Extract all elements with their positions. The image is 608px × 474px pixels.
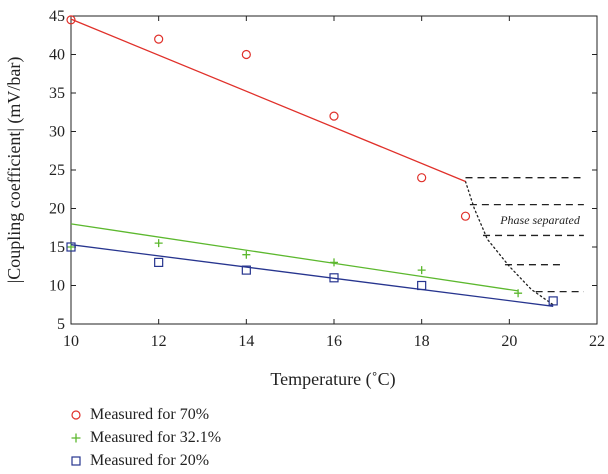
point-plus	[330, 258, 338, 267]
legend-label-32: Measured for 32.1%	[90, 428, 222, 446]
point-plus	[417, 266, 426, 275]
x-tick-label: 14	[238, 333, 254, 350]
x-tick-label: 22	[589, 333, 605, 350]
y-tick-label: 45	[49, 8, 65, 25]
point-square	[329, 273, 339, 283]
legend-label-70: Measured for 70%	[90, 405, 210, 423]
y-tick-label: 10	[49, 278, 65, 295]
point-circle	[154, 34, 164, 44]
legend-item-32: Measured for 32.1%	[68, 426, 221, 449]
phase-boundary-curve	[464, 180, 554, 306]
legend: Measured for 70% Measured for 32.1% Meas…	[68, 403, 221, 472]
point-plus	[514, 289, 523, 298]
x-tick-label: 12	[151, 333, 167, 350]
point-plus	[242, 250, 251, 259]
phase-separated-annotation: Phase separated	[499, 213, 581, 227]
point-plus	[67, 243, 75, 251]
point-square	[548, 296, 558, 306]
point-square	[66, 242, 76, 252]
circle-marker-icon	[68, 409, 84, 421]
fit-line-series-1	[70, 223, 519, 292]
fit-line-series-2	[70, 244, 554, 307]
point-square	[417, 280, 427, 291]
point-circle	[66, 15, 76, 25]
point-square	[241, 265, 251, 275]
point-plus	[154, 239, 163, 248]
y-tick-label: 25	[49, 162, 65, 179]
y-tick-label: 15	[49, 239, 65, 256]
legend-item-20: Measured for 20%	[68, 449, 221, 472]
x-tick-label: 18	[414, 333, 430, 350]
y-tick-label: 30	[49, 124, 65, 141]
y-tick-label: 20	[49, 201, 65, 218]
y-tick-label: 40	[49, 47, 65, 64]
legend-item-70: Measured for 70%	[68, 403, 221, 426]
point-circle	[329, 111, 339, 121]
x-tick-label: 16	[326, 333, 342, 350]
x-tick-label: 10	[63, 333, 79, 350]
x-tick-label: 20	[501, 333, 517, 350]
y-tick-label: 35	[49, 85, 65, 102]
y-axis-label: |Coupling coefficient| (mV/bar)	[4, 57, 25, 284]
legend-label-20: Measured for 20%	[90, 451, 210, 469]
point-circle	[417, 173, 427, 183]
point-square	[154, 257, 164, 267]
plus-marker-icon	[68, 432, 84, 444]
fit-line-series-0	[70, 18, 466, 183]
point-circle	[241, 49, 251, 60]
point-circle	[460, 211, 471, 221]
y-tick-label: 5	[57, 316, 65, 333]
square-marker-icon	[68, 455, 84, 467]
x-axis-label: Temperature (˚C)	[270, 369, 395, 390]
